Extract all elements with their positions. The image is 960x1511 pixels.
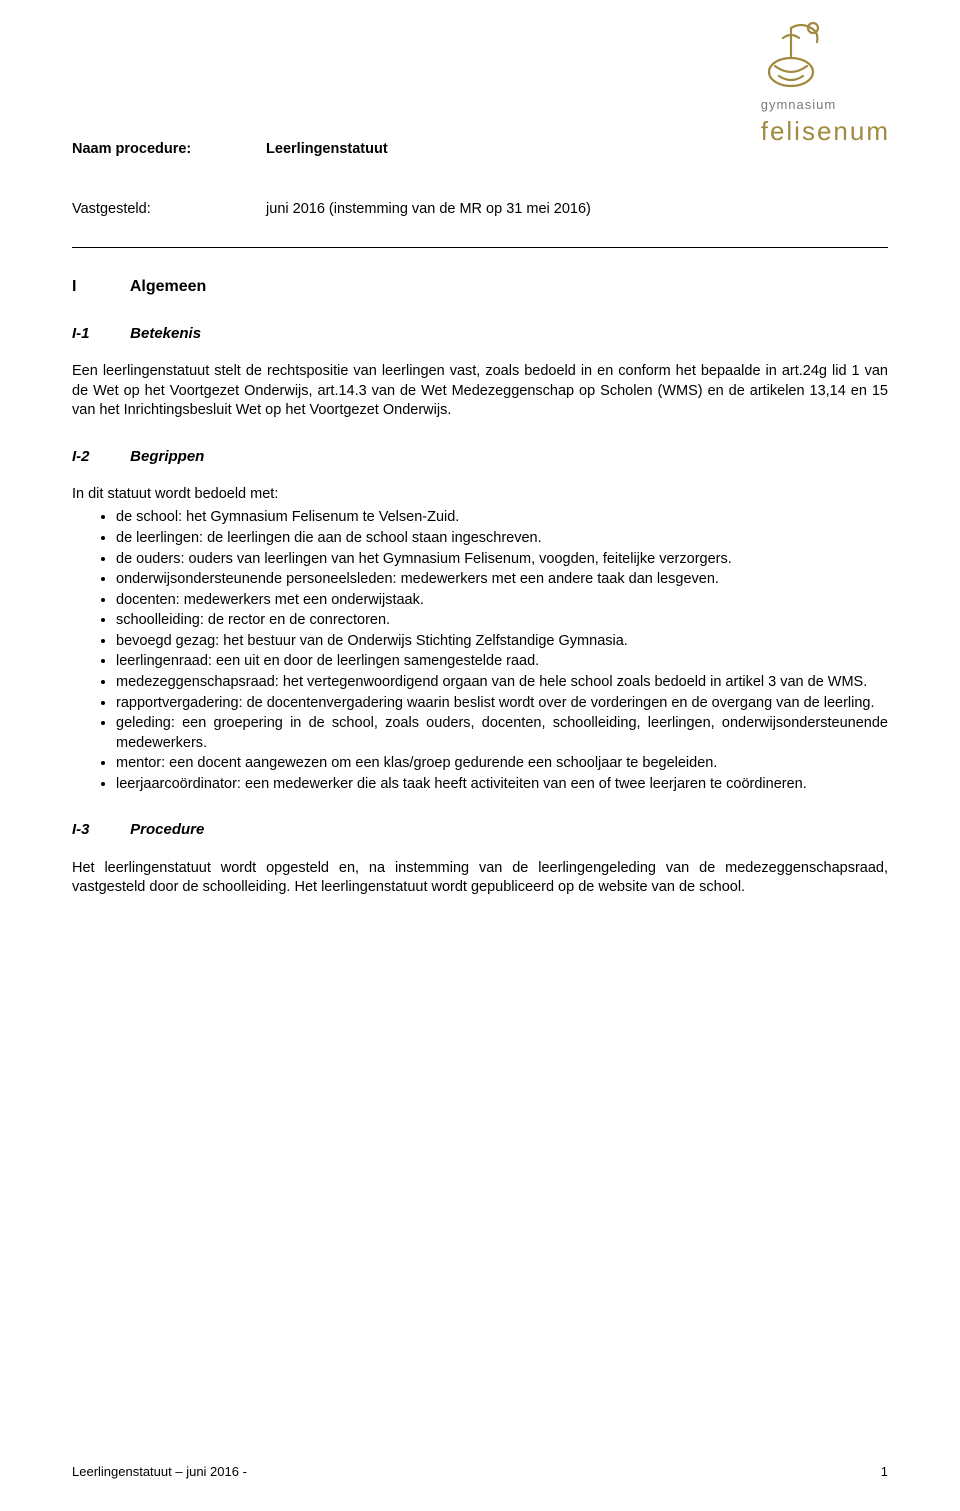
mercury-icon: [761, 18, 839, 94]
section-I3-title: Procedure: [130, 821, 204, 838]
list-item: schoolleiding: de rector en de conrector…: [116, 611, 888, 631]
school-logo: gymnasium felisenum: [761, 18, 890, 149]
definitions-list: de school: het Gymnasium Felisenum te Ve…: [72, 508, 888, 794]
section-I-heading: I Algemeen: [72, 276, 888, 298]
section-I-num: I: [72, 276, 126, 298]
list-item: de leerlingen: de leerlingen die aan de …: [116, 529, 888, 549]
section-I2-num: I-2: [72, 447, 126, 467]
footer-page-number: 1: [881, 1463, 888, 1481]
list-item: bevoegd gezag: het bestuur van de Onderw…: [116, 632, 888, 652]
section-I2-title: Begrippen: [130, 448, 204, 465]
section-I2-heading: I-2 Begrippen: [72, 447, 888, 467]
date-value: juni 2016 (instemming van de MR op 31 me…: [266, 201, 591, 217]
list-item: de ouders: ouders van leerlingen van het…: [116, 550, 888, 570]
date-label: Vastgesteld:: [72, 200, 262, 220]
logo-line2: felisenum: [761, 114, 890, 149]
doc-date-row: Vastgesteld: juni 2016 (instemming van d…: [72, 200, 888, 220]
section-I1-title: Betekenis: [130, 325, 201, 342]
list-item: geleding: een groepering in de school, z…: [116, 714, 888, 753]
section-I1-heading: I-1 Betekenis: [72, 324, 888, 344]
logo-line1: gymnasium: [761, 96, 890, 114]
list-item: mentor: een docent aangewezen om een kla…: [116, 754, 888, 774]
list-item: onderwijsondersteunende personeelsleden:…: [116, 570, 888, 590]
list-item: medezeggenschapsraad: het vertegenwoordi…: [116, 673, 888, 693]
title-label: Naam procedure:: [72, 140, 262, 160]
footer-left: Leerlingenstatuut – juni 2016 -: [72, 1464, 247, 1479]
section-I3-heading: I-3 Procedure: [72, 820, 888, 840]
title-value: Leerlingenstatuut: [266, 141, 388, 157]
section-I2-intro: In dit statuut wordt bedoeld met:: [72, 485, 888, 505]
page-footer: Leerlingenstatuut – juni 2016 - 1: [72, 1463, 888, 1481]
list-item: docenten: medewerkers met een onderwijst…: [116, 591, 888, 611]
section-I3-num: I-3: [72, 820, 126, 840]
list-item: rapportvergadering: de docentenvergaderi…: [116, 694, 888, 714]
divider: [72, 247, 888, 248]
section-I3-para: Het leerlingenstatuut wordt opgesteld en…: [72, 859, 888, 898]
section-I1-para: Een leerlingenstatuut stelt de rechtspos…: [72, 362, 888, 421]
section-I-title: Algemeen: [130, 278, 206, 295]
list-item: leerjaarcoördinator: een medewerker die …: [116, 775, 888, 795]
list-item: leerlingenraad: een uit en door de leerl…: [116, 652, 888, 672]
section-I1-num: I-1: [72, 324, 126, 344]
list-item: de school: het Gymnasium Felisenum te Ve…: [116, 508, 888, 528]
